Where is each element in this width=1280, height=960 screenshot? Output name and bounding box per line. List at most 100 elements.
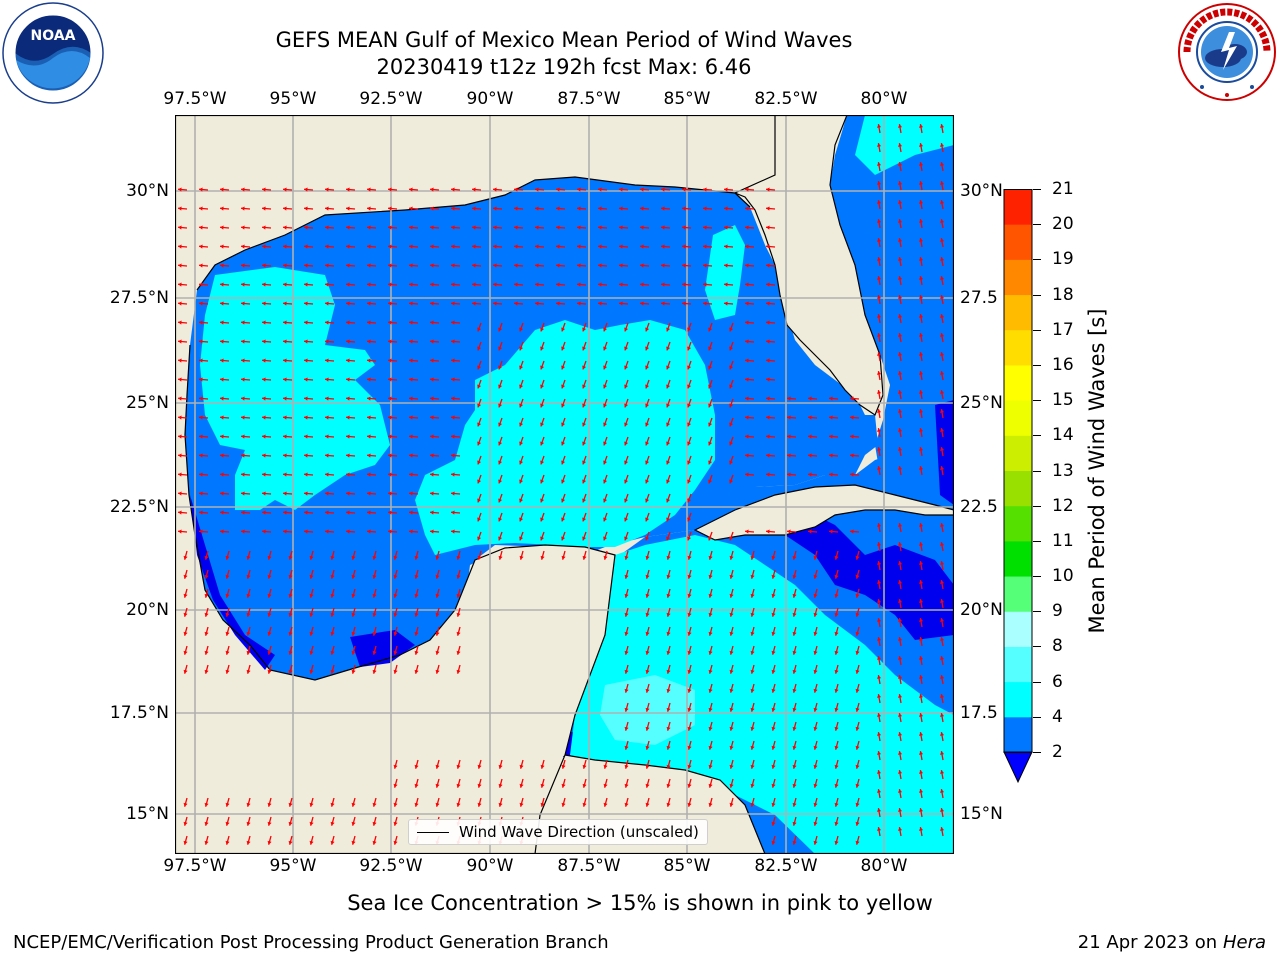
- wind-wave-arrowhead: [388, 472, 392, 477]
- wind-wave-arrowhead: [708, 802, 713, 807]
- wind-wave-arrowhead: [766, 187, 770, 192]
- colorbar-tick-label: 16: [1052, 354, 1074, 375]
- wind-wave-arrowhead: [582, 422, 587, 427]
- wind-wave-arrowhead: [519, 384, 524, 389]
- wind-wave-arrowhead: [582, 327, 587, 332]
- wind-wave-arrowhead: [877, 675, 882, 679]
- wind-wave-arrowhead: [919, 675, 924, 679]
- wind-wave-arrowhead: [519, 536, 524, 541]
- wind-wave-arrowhead: [267, 840, 272, 845]
- lat-label-left: 25°N: [126, 393, 169, 413]
- wind-wave-arrowhead: [661, 244, 665, 249]
- wind-wave-arrowhead: [451, 225, 455, 230]
- wind-wave-arrowhead: [682, 282, 686, 287]
- wind-wave-arrowhead: [220, 491, 224, 496]
- colorbar-graphic: [1003, 189, 1033, 784]
- wind-wave-arrowhead: [666, 669, 671, 674]
- wind-wave-arrowhead: [451, 491, 455, 496]
- wind-wave-arrowhead: [745, 263, 749, 268]
- wind-wave-arrowhead: [898, 162, 903, 166]
- wind-wave-arrowhead: [199, 358, 203, 363]
- wind-wave-arrowhead: [451, 472, 455, 477]
- wind-wave-arrowhead: [540, 498, 545, 503]
- wind-wave-arrowhead: [940, 352, 945, 356]
- wind-wave-arrowhead: [850, 434, 854, 439]
- wind-wave-arrowhead: [729, 479, 734, 484]
- wind-wave-arrowhead: [729, 536, 734, 541]
- wind-wave-arrowhead: [246, 574, 251, 579]
- wind-wave-arrowhead: [598, 187, 602, 192]
- wind-wave-arrowhead: [346, 320, 350, 325]
- wind-wave-arrowhead: [498, 555, 503, 560]
- wind-wave-arrowhead: [766, 358, 770, 363]
- wind-wave-arrowhead: [514, 282, 518, 287]
- wind-wave-arrowhead: [792, 574, 797, 579]
- wind-wave-arrowhead: [850, 472, 854, 477]
- wind-wave-arrowhead: [178, 472, 182, 477]
- wind-wave-arrowhead: [262, 396, 266, 401]
- wind-wave-arrowhead: [183, 650, 188, 655]
- wind-wave-arrowhead: [682, 225, 686, 230]
- wind-wave-arrowhead: [645, 422, 650, 427]
- wind-wave-arrowhead: [877, 542, 882, 546]
- wind-wave-arrowhead: [372, 593, 377, 598]
- wind-wave-arrowhead: [409, 491, 413, 496]
- wind-wave-arrowhead: [472, 263, 476, 268]
- wind-wave-arrowhead: [877, 789, 882, 793]
- wind-wave-arrowhead: [346, 301, 350, 306]
- wind-wave-arrowhead: [409, 339, 413, 344]
- wind-wave-arrowhead: [771, 612, 776, 617]
- wind-wave-arrowhead: [661, 263, 665, 268]
- wind-wave-arrowhead: [241, 358, 245, 363]
- wind-wave-arrowhead: [535, 263, 539, 268]
- wind-wave-arrowhead: [414, 802, 419, 807]
- wind-wave-arrowhead: [498, 536, 503, 541]
- wind-wave-arrowhead: [792, 840, 797, 845]
- wind-wave-arrowhead: [262, 453, 266, 458]
- wind-wave-arrowhead: [577, 282, 581, 287]
- wind-wave-arrowhead: [330, 802, 335, 807]
- wind-wave-arrowhead: [451, 396, 455, 401]
- wind-wave-arrowhead: [834, 745, 839, 750]
- colorbar-tick-label: 18: [1052, 284, 1074, 305]
- lat-label-right: 30°N: [960, 181, 1003, 201]
- wind-wave-arrowhead: [519, 783, 524, 788]
- wind-wave-arrowhead: [283, 472, 287, 477]
- wind-wave-arrowhead: [246, 669, 251, 674]
- wind-wave-arrowhead: [877, 808, 882, 812]
- wind-wave-arrowhead: [750, 669, 755, 674]
- wind-wave-arrowhead: [640, 263, 644, 268]
- wind-wave-arrowhead: [220, 339, 224, 344]
- colorbar-segment: [1004, 400, 1032, 436]
- colorbar-tick-mark: [1033, 329, 1041, 331]
- wind-wave-arrowhead: [771, 802, 776, 807]
- wind-wave-arrowhead: [225, 574, 230, 579]
- wind-wave-arrowhead: [603, 403, 608, 408]
- wind-wave-arrowhead: [262, 206, 266, 211]
- wind-wave-arrowhead: [813, 764, 818, 769]
- wind-wave-arrowhead: [603, 327, 608, 332]
- wind-wave-arrowhead: [304, 301, 308, 306]
- wind-wave-arrowhead: [855, 783, 860, 788]
- wind-wave-arrowhead: [241, 187, 245, 192]
- wind-wave-arrowhead: [919, 542, 924, 546]
- wind-wave-arrowhead: [898, 827, 903, 831]
- wind-wave-arrowhead: [262, 491, 266, 496]
- wind-wave-arrowhead: [393, 593, 398, 598]
- wind-wave-arrowhead: [640, 225, 644, 230]
- wind-wave-arrowhead: [325, 225, 329, 230]
- wind-wave-arrowhead: [535, 282, 539, 287]
- lat-label-left: 27.5°N: [109, 288, 169, 308]
- wind-wave-arrowhead: [556, 206, 560, 211]
- wind-wave-arrowhead: [456, 574, 461, 579]
- wind-wave-arrowhead: [766, 415, 770, 420]
- wind-wave-arrowhead: [283, 187, 287, 192]
- wind-wave-arrowhead: [204, 650, 209, 655]
- wind-wave-arrowhead: [430, 358, 434, 363]
- wind-wave-arrowhead: [325, 510, 329, 515]
- wind-wave-arrowhead: [771, 745, 776, 750]
- wind-wave-arrowhead: [729, 384, 734, 389]
- wind-wave-arrowhead: [771, 593, 776, 598]
- wind-wave-arrowhead: [498, 460, 503, 465]
- wind-wave-arrowhead: [304, 225, 308, 230]
